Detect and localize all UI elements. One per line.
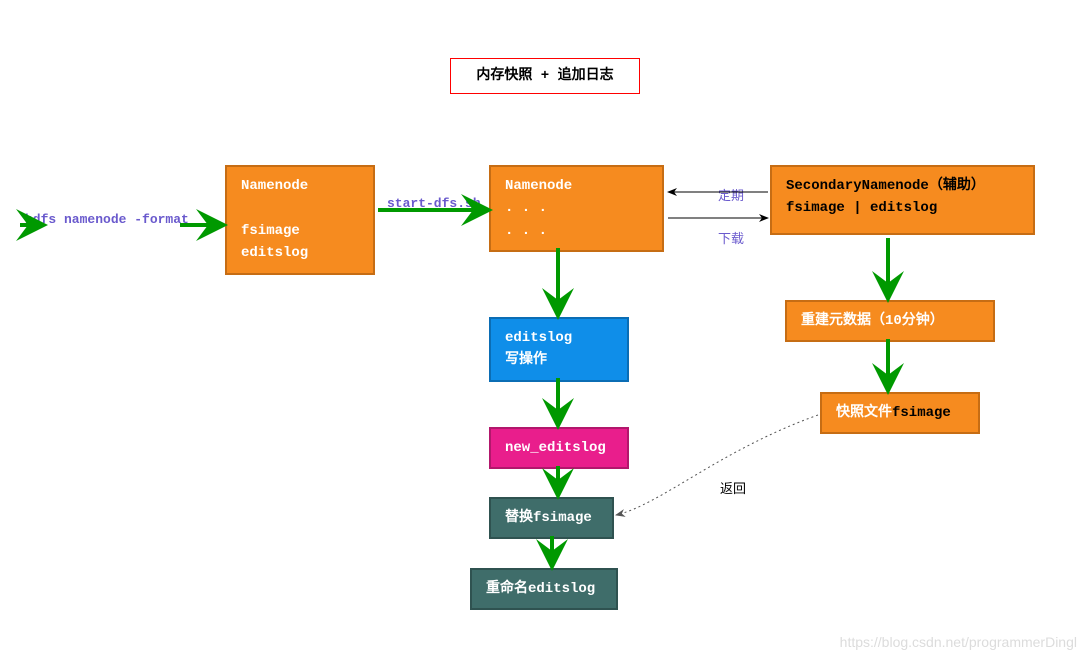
node-new-editslog: new_editslog (489, 427, 629, 469)
node-namenode-2: Namenode . . . . . . (489, 165, 664, 252)
node-snapshot-file: 快照文件fsimage (820, 392, 980, 434)
label-download: 下载 (718, 228, 744, 247)
title-box: 内存快照 + 追加日志 (450, 58, 640, 94)
label-hdfs-format: hdfs namenode -format (25, 212, 189, 227)
node-rename-editslog: 重命名editslog (470, 568, 618, 610)
node-secondary-namenode: SecondaryNamenode（辅助） fsimage | editslog (770, 165, 1035, 235)
label-return: 返回 (720, 478, 746, 497)
node-editslog: editslog 写操作 (489, 317, 629, 382)
watermark: https://blog.csdn.net/programmerDingl (840, 634, 1077, 650)
node-replace-fsimage: 替换fsimage (489, 497, 614, 539)
node-rebuild-metadata: 重建元数据（10分钟） (785, 300, 995, 342)
label-periodic: 定期 (718, 185, 744, 204)
label-start-dfs: start-dfs.sh (387, 196, 481, 211)
node-namenode-1: Namenode fsimage editslog (225, 165, 375, 275)
